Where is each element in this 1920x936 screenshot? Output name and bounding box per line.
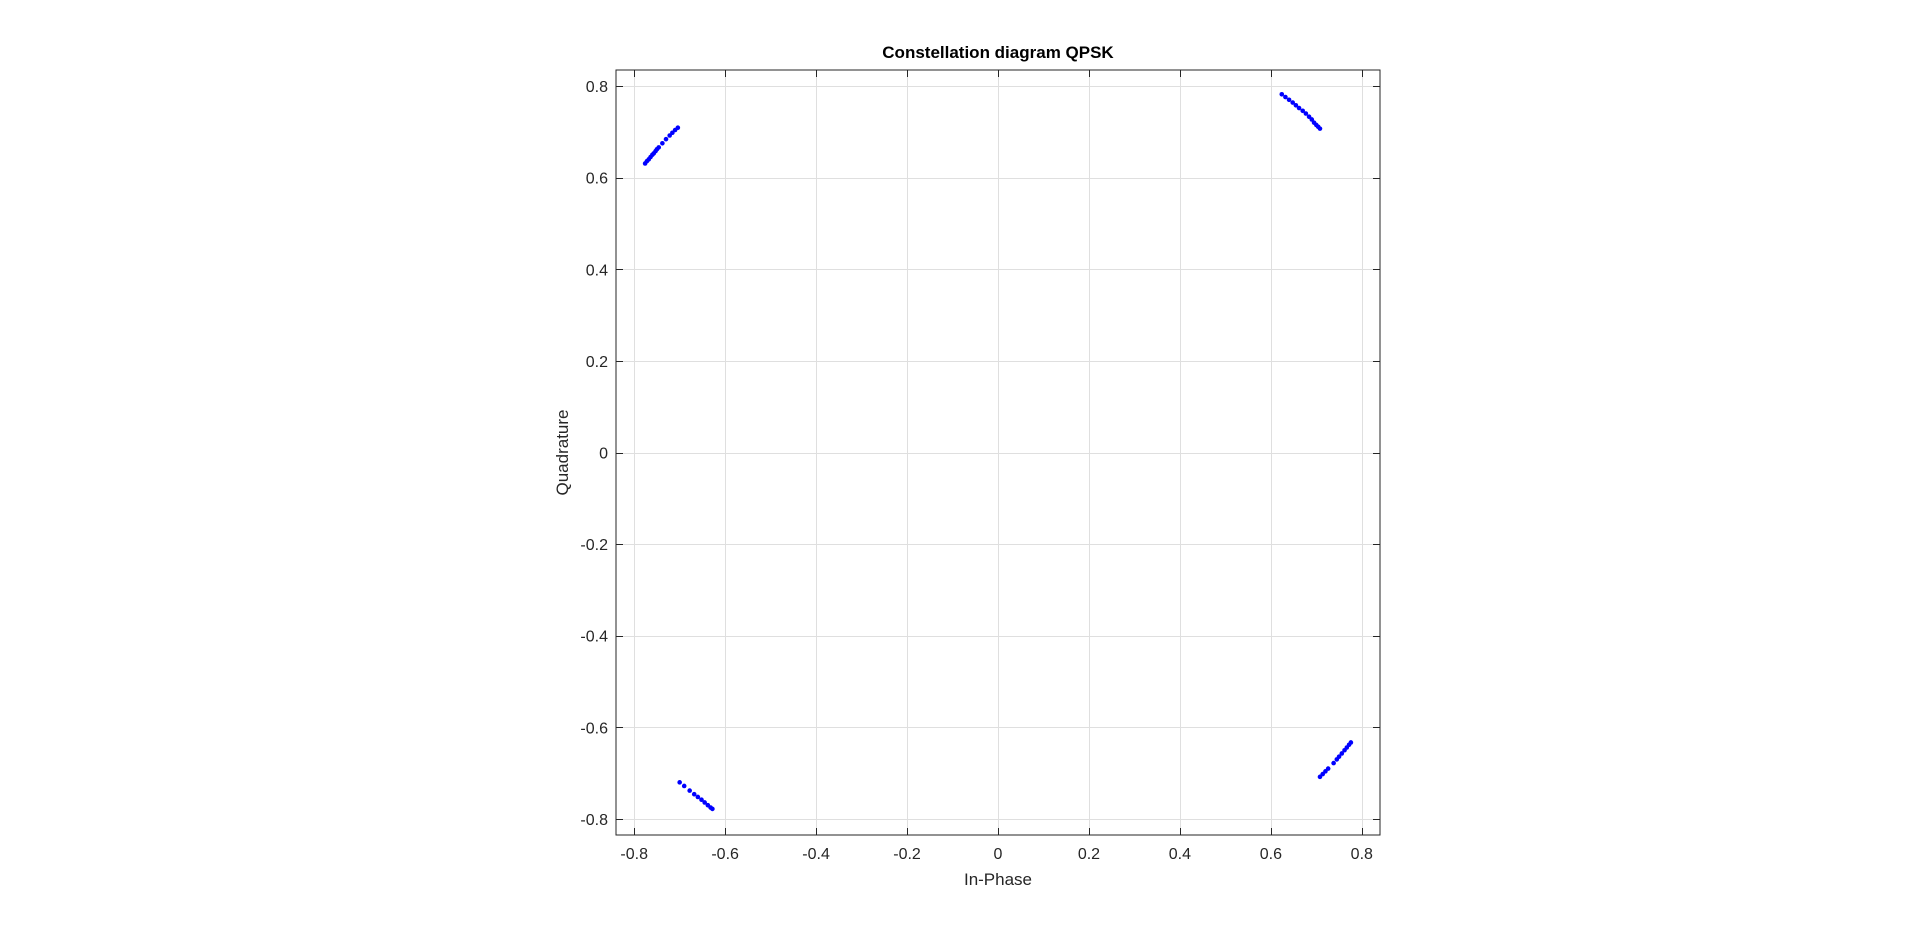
data-point — [1339, 751, 1345, 756]
data-point — [1290, 100, 1295, 105]
y-tick-labels: -0.8 -0.6 -0.4 -0.2 0 0.2 0.4 0.6 0.8 — [580, 79, 608, 829]
y-tick-label: 0.8 — [586, 79, 608, 96]
data-point — [1348, 740, 1354, 745]
y-tick-label: -0.4 — [580, 629, 608, 646]
x-tick-label: 0 — [994, 846, 1003, 863]
data-point — [663, 136, 669, 142]
y-tick-label: 0.2 — [586, 354, 608, 371]
data-point — [1279, 91, 1285, 97]
data-point — [677, 780, 682, 785]
data-point — [1303, 111, 1309, 116]
y-tick-label: 0.6 — [586, 171, 608, 188]
grid-lines — [616, 70, 1380, 835]
data-point — [1336, 754, 1342, 759]
data-point — [699, 797, 704, 803]
data-point — [1296, 105, 1302, 111]
x-tick-label: -0.6 — [711, 846, 739, 863]
data-points — [642, 91, 1354, 812]
y-tick-label: -0.2 — [580, 537, 608, 554]
data-point — [691, 791, 697, 797]
data-point — [1331, 760, 1336, 766]
data-point — [660, 140, 665, 146]
data-point — [1317, 126, 1323, 131]
data-point — [1293, 102, 1299, 108]
x-tick-label: 0.8 — [1351, 846, 1373, 863]
x-tick-labels: -0.8 -0.6 -0.4 -0.2 0 0.2 0.4 0.6 0.8 — [620, 846, 1373, 863]
data-point — [681, 783, 687, 789]
x-tick-label: 0.4 — [1169, 846, 1191, 863]
data-point — [656, 145, 662, 150]
x-tick-label: -0.2 — [893, 846, 921, 863]
y-tick-label: 0.4 — [586, 262, 608, 279]
x-tick-label: 0.6 — [1260, 846, 1282, 863]
data-point — [1286, 97, 1292, 103]
data-point — [1283, 94, 1288, 100]
chart-title: Constellation diagram QPSK — [882, 43, 1114, 62]
y-axis-label: Quadrature — [553, 410, 572, 496]
y-tick-label: -0.6 — [580, 720, 608, 737]
data-point — [675, 125, 681, 131]
x-tick-label: 0.2 — [1078, 846, 1100, 863]
data-point — [687, 788, 692, 793]
data-point — [1300, 108, 1305, 114]
y-tick-label: 0 — [599, 446, 608, 463]
data-point — [695, 794, 701, 800]
data-point — [1325, 766, 1331, 771]
data-point — [1309, 117, 1315, 122]
x-tick-label: -0.8 — [620, 846, 648, 863]
data-point — [702, 800, 707, 805]
y-tick-label: -0.8 — [580, 812, 608, 829]
tick-marks — [616, 70, 1380, 835]
x-tick-label: -0.4 — [802, 846, 830, 863]
x-axis-label: In-Phase — [964, 870, 1032, 889]
data-point — [710, 806, 715, 812]
